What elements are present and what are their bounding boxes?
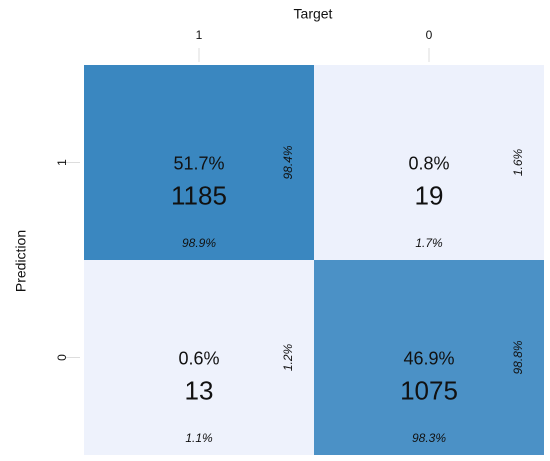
- col-pct-label: 1.1%: [185, 431, 213, 445]
- row-pct-label: 1.6%: [511, 148, 525, 176]
- total-pct-label: 46.9%: [403, 348, 454, 368]
- row-pct-label: 98.4%: [281, 145, 295, 179]
- x-axis-title: Target: [294, 6, 333, 22]
- count-label: 1075: [400, 375, 458, 405]
- count-label: 19: [415, 180, 444, 210]
- y-tick-label: 0: [55, 354, 69, 361]
- col-pct-label: 1.7%: [415, 236, 443, 250]
- col-pct-label: 98.3%: [412, 431, 446, 445]
- total-pct-label: 51.7%: [173, 153, 224, 173]
- x-tick-label: 1: [196, 28, 203, 42]
- cell: [84, 65, 314, 260]
- cell: [84, 260, 314, 455]
- row-pct-label: 98.8%: [511, 340, 525, 374]
- y-axis-title: Prediction: [13, 230, 29, 292]
- y-tick-label: 1: [55, 159, 69, 166]
- col-pct-label: 98.9%: [182, 236, 216, 250]
- cell: [314, 65, 544, 260]
- total-pct-label: 0.6%: [178, 348, 219, 368]
- count-label: 13: [185, 375, 214, 405]
- row-pct-label: 1.2%: [281, 343, 295, 371]
- total-pct-label: 0.8%: [408, 153, 449, 173]
- x-tick-label: 0: [426, 28, 433, 42]
- cell: [314, 260, 544, 455]
- count-label: 1185: [171, 180, 227, 210]
